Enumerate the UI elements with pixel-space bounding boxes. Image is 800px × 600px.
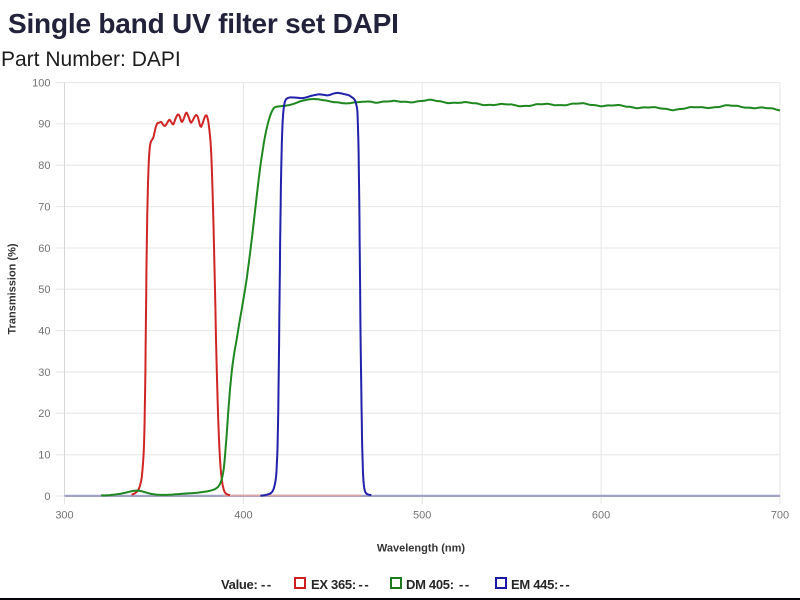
svg-text:90: 90 [38,119,50,131]
svg-text:Wavelength (nm): Wavelength (nm) [377,543,466,555]
svg-text:Transmission (%): Transmission (%) [7,243,19,334]
svg-text:80: 80 [38,160,50,172]
svg-text:30: 30 [38,367,50,379]
svg-text:70: 70 [38,201,50,213]
svg-text:400: 400 [234,509,252,521]
svg-text:100: 100 [32,77,50,89]
svg-text:0: 0 [44,491,50,503]
svg-text:700: 700 [771,509,789,521]
svg-text:40: 40 [38,325,50,337]
svg-text:300: 300 [55,509,73,521]
svg-text:50: 50 [38,284,50,296]
svg-text:10: 10 [38,450,50,462]
svg-text:500: 500 [413,509,431,521]
svg-text:20: 20 [38,408,50,420]
svg-text:60: 60 [38,243,50,255]
svg-text:600: 600 [592,509,610,521]
